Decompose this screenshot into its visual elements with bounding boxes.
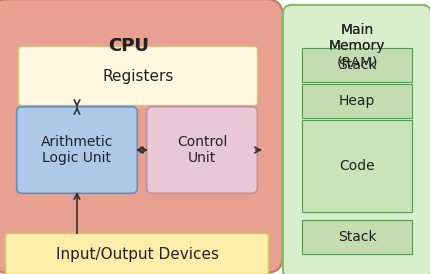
Text: Control
Unit: Control Unit [176,135,227,165]
FancyBboxPatch shape [0,0,282,273]
Text: Registers: Registers [102,68,173,84]
Text: Main
Memory
(RAM): Main Memory (RAM) [328,23,384,69]
FancyBboxPatch shape [6,233,268,274]
Text: CPU: CPU [108,37,149,55]
Bar [301,120,411,212]
Text: Arithmetic
Logic Unit: Arithmetic Logic Unit [41,135,113,165]
Bar [301,48,411,82]
Text: Input/Output Devices: Input/Output Devices [55,247,218,261]
FancyBboxPatch shape [146,107,257,193]
FancyBboxPatch shape [282,5,430,274]
Bar [301,220,411,254]
FancyBboxPatch shape [17,107,137,193]
Text: Code: Code [338,159,374,173]
Text: Main
Memory
(RAM): Main Memory (RAM) [328,23,384,69]
Bar [301,84,411,118]
Text: CPU: CPU [108,37,149,55]
Text: Stack: Stack [337,230,375,244]
Text: Heap: Heap [338,94,375,108]
FancyBboxPatch shape [18,46,257,106]
Text: Stack: Stack [337,58,375,72]
